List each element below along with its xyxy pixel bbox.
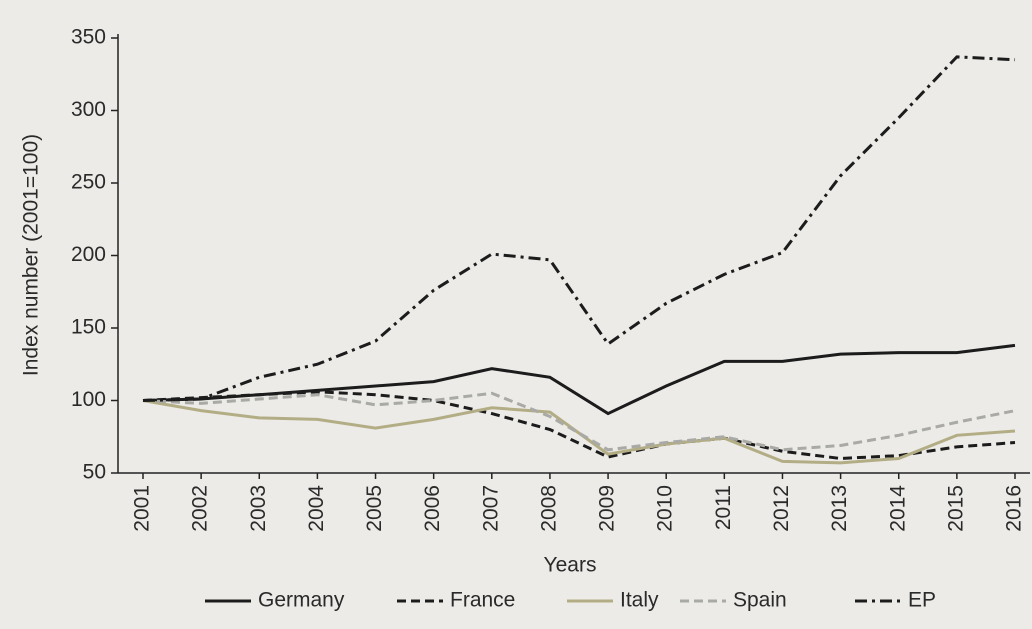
legend-label: Spain	[733, 589, 787, 612]
legend-label: Germany	[258, 589, 345, 612]
series-line	[142, 343, 1016, 416]
x-tick-label: 2011	[712, 485, 735, 530]
y-tick-label: 100	[71, 388, 106, 411]
y-tick-label: 200	[71, 243, 106, 266]
y-tick-label: 250	[71, 171, 106, 194]
x-tick-label: 2003	[247, 485, 270, 532]
series-line	[142, 55, 1016, 402]
x-tick-label: 2009	[596, 485, 619, 532]
legend-label: EP	[908, 589, 936, 612]
x-tick-label: 2001	[131, 485, 154, 532]
x-tick-label: 2012	[770, 485, 793, 532]
y-axis-label: Index number (2001=100)	[20, 134, 43, 376]
series-line	[142, 390, 1016, 461]
series-line	[142, 391, 1016, 452]
x-tick-label: 2007	[479, 485, 502, 532]
x-tick-label: 2010	[654, 485, 677, 532]
x-tick-label: 2004	[305, 485, 328, 532]
y-tick-label: 150	[71, 316, 106, 339]
x-tick-label: 2016	[1003, 485, 1026, 532]
series-line	[142, 399, 1016, 465]
x-tick-label: 2008	[537, 485, 560, 532]
y-tick-label: 350	[71, 26, 106, 49]
y-tick-label: 50	[83, 461, 106, 484]
legend-label: France	[450, 589, 515, 612]
x-tick-label: 2014	[886, 485, 909, 532]
y-tick-label: 300	[71, 98, 106, 121]
x-tick-label: 2002	[189, 485, 212, 532]
legend-label: Italy	[620, 589, 659, 612]
x-axis-label: Years	[544, 554, 597, 577]
x-tick-label: 2015	[944, 485, 967, 532]
x-tick-label: 2005	[363, 485, 386, 532]
x-tick-label: 2013	[828, 485, 851, 532]
x-tick-label: 2006	[421, 485, 444, 532]
